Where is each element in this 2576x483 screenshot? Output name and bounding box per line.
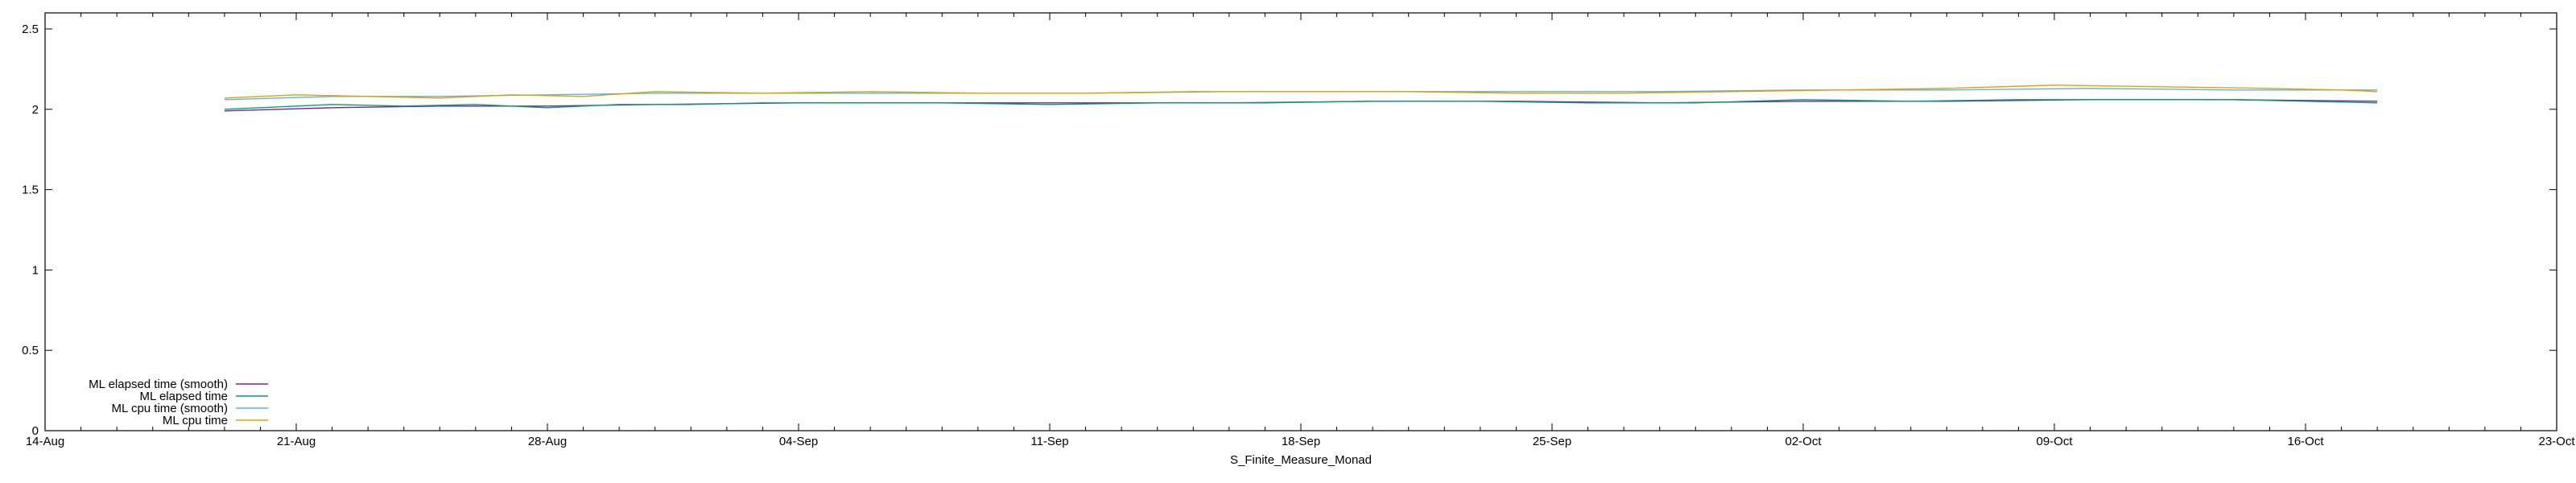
x-tick-label: 21-Aug xyxy=(277,435,316,448)
x-tick-label: 16-Oct xyxy=(2287,435,2324,448)
y-tick-label: 2 xyxy=(32,103,39,117)
y-tick-label: 0.5 xyxy=(22,344,39,357)
y-tick-label: 2.5 xyxy=(22,23,39,36)
x-tick-label: 09-Oct xyxy=(2036,435,2073,448)
y-tick-label: 1.5 xyxy=(22,184,39,197)
x-tick-label: 11-Sep xyxy=(1030,435,1068,448)
x-axis-title: S_Finite_Measure_Monad xyxy=(1230,453,1372,467)
x-tick-label: 23-Oct xyxy=(2538,435,2575,448)
y-tick-label: 0 xyxy=(32,424,39,438)
y-tick-label: 1 xyxy=(32,263,39,277)
series-line xyxy=(224,99,2378,110)
x-tick-label: 18-Sep xyxy=(1282,435,1320,448)
x-axis: 14-Aug 21-Aug 28-Aug 04-Sep 11-Sep 18-Sep 25-S… xyxy=(26,13,2575,448)
legend-label: ML elapsed time (smooth) xyxy=(89,378,228,391)
x-tick-label: 02-Oct xyxy=(1785,435,1822,448)
series-line xyxy=(224,85,2378,99)
legend-label: ML cpu time xyxy=(163,414,228,427)
legend: ML elapsed time (smooth)ML elapsed timeM… xyxy=(89,378,268,427)
x-tick-label: 04-Sep xyxy=(779,435,818,448)
x-tick-label: 14-Aug xyxy=(26,435,64,448)
plot-area xyxy=(44,12,2557,431)
series-lines xyxy=(224,85,2378,112)
legend-label: ML cpu time (smooth) xyxy=(112,402,229,415)
y-axis: 0 0.5 1 1.5 2 2.5 xyxy=(22,23,2557,438)
x-tick-label: 28-Aug xyxy=(528,435,567,448)
x-tick-label: 25-Sep xyxy=(1533,435,1571,448)
legend-label: ML elapsed time xyxy=(140,390,229,403)
